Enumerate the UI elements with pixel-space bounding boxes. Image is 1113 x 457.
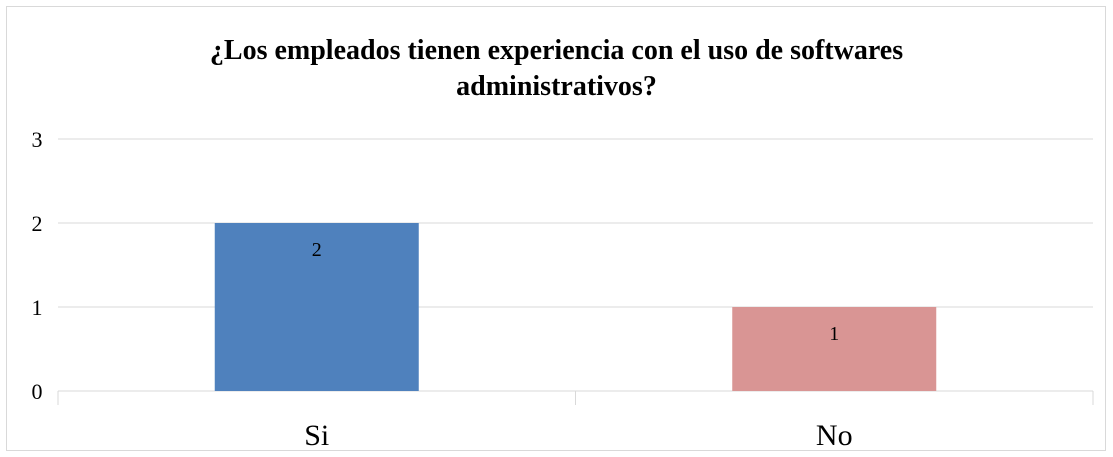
- y-tick-label-2: 2: [32, 211, 43, 236]
- y-tick-label-1: 1: [32, 295, 43, 320]
- x-tick-labels: Si No: [304, 419, 852, 452]
- bar-si: [214, 223, 419, 391]
- chart-title-line-2: administrativos?: [456, 71, 657, 102]
- bars: [214, 223, 937, 391]
- y-tick-labels: 0 1 2 3: [32, 127, 43, 404]
- data-label-si: 2: [312, 239, 322, 261]
- y-tick-label-3: 3: [32, 127, 43, 152]
- data-label-no: 1: [829, 323, 839, 345]
- gridlines: [58, 138, 1093, 308]
- bar-no: [732, 307, 937, 391]
- x-tick-label-no: No: [816, 419, 853, 452]
- chart-title: ¿Los empleados tienen experiencia con el…: [0, 33, 1113, 105]
- chart-title-line-1: ¿Los empleados tienen experiencia con el…: [209, 35, 904, 66]
- data-labels: 21: [312, 239, 840, 345]
- y-tick-label-0: 0: [32, 379, 43, 404]
- x-tick-label-si: Si: [304, 419, 329, 452]
- x-axis: [57, 390, 1094, 405]
